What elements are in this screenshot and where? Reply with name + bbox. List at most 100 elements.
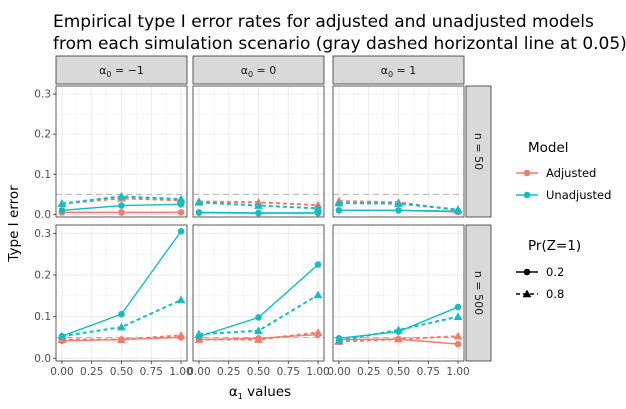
y-tick-label: 0.1: [34, 169, 51, 181]
y-tick-label: 0.2: [34, 129, 51, 141]
y-tick-label: 0.1: [34, 311, 51, 323]
legend-key-point: [523, 191, 531, 199]
legend-label: 0.2: [546, 265, 564, 279]
x-axis-title: α1 values: [229, 384, 291, 401]
y-tick-label: 0.0: [34, 209, 51, 221]
x-tick-label: 0.00: [327, 366, 350, 378]
triangle-point: [117, 335, 126, 343]
col-strip-label: α0 = 1: [381, 64, 417, 79]
triangle-point: [254, 201, 263, 209]
triangle-point: [453, 205, 463, 213]
panel-series-group: [194, 197, 323, 217]
x-tick-label: 0.25: [80, 366, 103, 378]
y-tick-label: 0.3: [34, 228, 51, 240]
col-strip: [332, 55, 465, 85]
panel-series-group: [334, 303, 463, 348]
legend-label: 0.8: [546, 287, 564, 301]
x-tick-label: 0.75: [277, 366, 300, 378]
triangle-point: [313, 203, 323, 212]
triangle-point: [176, 295, 186, 304]
legend-key-point: [523, 169, 531, 177]
col-strip-label: α0 = −1: [99, 64, 144, 79]
triangle-point: [254, 335, 263, 343]
circle-point: [118, 202, 125, 209]
circle-point: [58, 207, 66, 214]
triangle-point: [176, 330, 186, 339]
y-tick-label: 0.2: [34, 269, 51, 281]
x-tick-label: 0.00: [50, 366, 73, 378]
x-tick-label: 0.50: [387, 366, 410, 378]
chart-title-line-1: Empirical type I error rates for adjuste…: [53, 12, 594, 32]
facet-panel: [333, 225, 464, 361]
circle-point: [118, 310, 125, 318]
circle-point: [255, 314, 262, 321]
triangle-point: [334, 198, 344, 207]
circle-point: [118, 209, 125, 216]
triangle-point: [394, 199, 403, 207]
triangle-point: [254, 326, 263, 335]
panel-border: [55, 85, 188, 218]
circle-point: [395, 207, 402, 214]
circle-point: [177, 209, 185, 216]
plot-area: α0 = −1 α0 = 0 α0 = 1 n = 50 n = 500 0.0 0.1 0.…: [6, 55, 492, 401]
panel-series-group: [57, 227, 186, 345]
y-axis-title: Type I error: [6, 185, 22, 263]
y-tick-label: 0.3: [34, 89, 51, 101]
col-strip: [55, 55, 188, 85]
row-strip-label: n = 50: [472, 133, 485, 170]
x-tick-label: 0.25: [357, 366, 380, 378]
x-tick-label: 1.00: [446, 366, 469, 378]
row-strip: [465, 85, 492, 218]
circle-point: [523, 268, 531, 276]
circle-point: [255, 209, 262, 217]
panel-series-group: [57, 191, 186, 216]
triangle-point: [194, 197, 204, 206]
col-strip-label: α0 = 0: [241, 64, 277, 79]
triangle-point: [453, 331, 463, 340]
triangle-point: [334, 336, 344, 345]
circle-point: [177, 227, 185, 235]
x-tick-label: 1.00: [306, 366, 329, 378]
panel-series-group: [194, 261, 323, 343]
x-tick-label: 1.00: [169, 366, 192, 378]
panel-border: [192, 85, 325, 218]
triangle-point: [117, 191, 126, 200]
x-tick-label: 0.00: [187, 366, 210, 378]
circle-point: [314, 261, 322, 268]
triangle-point: [194, 329, 204, 338]
col-strip: [192, 55, 325, 85]
y-tick-label: 0.0: [34, 353, 51, 365]
facet-panel: [193, 86, 324, 217]
triangle-point: [176, 194, 186, 203]
legend-title-model: Model: [528, 140, 569, 156]
circle-point: [177, 201, 185, 208]
triangle-point: [394, 325, 403, 334]
x-tick-label: 0.25: [217, 366, 240, 378]
circle-point: [195, 209, 203, 216]
x-tick-label: 0.75: [140, 366, 163, 378]
triangle-point: [522, 289, 532, 298]
triangle-point: [453, 312, 463, 320]
x-tick-label: 0.50: [247, 366, 270, 378]
triangle-point: [117, 322, 126, 331]
x-tick-label: 0.75: [417, 366, 440, 378]
triangle-point: [57, 199, 67, 207]
x-tick-label: 0.50: [110, 366, 133, 378]
triangle-point: [57, 331, 67, 340]
row-strip-label: n = 500: [472, 271, 485, 315]
triangle-point: [394, 334, 403, 343]
facet-panel: [333, 86, 464, 217]
panel-series-group: [334, 196, 463, 216]
triangle-point: [313, 290, 323, 299]
legend-label: Adjusted: [546, 166, 596, 180]
panel-border: [332, 85, 465, 218]
row-strip: [465, 224, 492, 362]
circle-point: [454, 303, 462, 311]
legend: Model Adjusted Unadjusted Pr(Z=1) 0.2 0.8: [516, 140, 611, 301]
triangle-point: [313, 328, 323, 336]
series-line: [338, 315, 459, 342]
chart-title-line-2: from each simulation scenario (gray dash…: [53, 34, 626, 54]
legend-label: Unadjusted: [546, 188, 611, 202]
circle-point: [335, 207, 343, 214]
